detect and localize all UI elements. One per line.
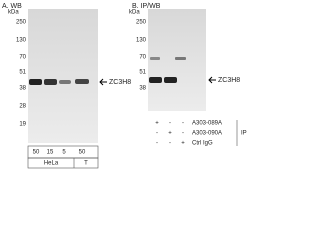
- row-mark: +: [181, 141, 185, 147]
- group-label: IP: [241, 131, 247, 137]
- marker: 28: [19, 104, 26, 110]
- band: [44, 79, 57, 85]
- marker: 250: [16, 20, 27, 26]
- band: [29, 79, 42, 85]
- band-label: ZC3H8: [218, 77, 240, 84]
- row-label: A303-089A: [192, 121, 222, 127]
- figure: A. WB kDa 250 130 70 51 38 28 19 ZC3H8 5…: [2, 3, 247, 169]
- marker: 130: [136, 38, 147, 44]
- row-label: Ctrl IgG: [192, 141, 213, 147]
- row-mark: -: [156, 141, 158, 147]
- band: [164, 77, 177, 83]
- lane-label: 50: [79, 150, 86, 156]
- marker: 250: [136, 20, 147, 26]
- marker: 70: [139, 55, 146, 61]
- marker: 70: [19, 55, 26, 61]
- row-mark: -: [182, 131, 184, 137]
- marker: 38: [19, 86, 26, 92]
- marker: 51: [139, 70, 146, 76]
- band-label: ZC3H8: [109, 79, 131, 86]
- band: [175, 57, 186, 60]
- row-mark: +: [168, 131, 172, 137]
- marker: 51: [19, 70, 26, 76]
- band: [59, 80, 71, 84]
- unit: kDa: [129, 10, 140, 16]
- row-mark: -: [169, 121, 171, 127]
- row-mark: -: [156, 131, 158, 137]
- panel-title: B. IP/WB: [132, 3, 161, 10]
- marker: 19: [19, 122, 26, 128]
- lane-label: 15: [47, 150, 54, 156]
- group-box: [27, 157, 99, 169]
- row-mark: +: [155, 121, 159, 127]
- blot: [28, 9, 98, 143]
- marker: 130: [16, 38, 27, 44]
- markers-a: 250 130 70 51 38 28 19: [16, 20, 27, 128]
- row-mark: -: [169, 141, 171, 147]
- group-label: HeLa: [44, 161, 59, 167]
- band: [150, 57, 160, 60]
- marker: 38: [139, 86, 146, 92]
- unit: kDa: [8, 10, 19, 16]
- panel-title: A. WB: [2, 3, 22, 10]
- arrow: [208, 76, 216, 84]
- band: [75, 79, 89, 84]
- lane-label: 50: [33, 150, 40, 156]
- row-mark: -: [182, 121, 184, 127]
- row-label: A303-090A: [192, 131, 222, 137]
- group-label: T: [84, 161, 88, 167]
- lane-label: 5: [62, 150, 66, 156]
- arrow: [99, 78, 107, 86]
- band: [149, 77, 162, 83]
